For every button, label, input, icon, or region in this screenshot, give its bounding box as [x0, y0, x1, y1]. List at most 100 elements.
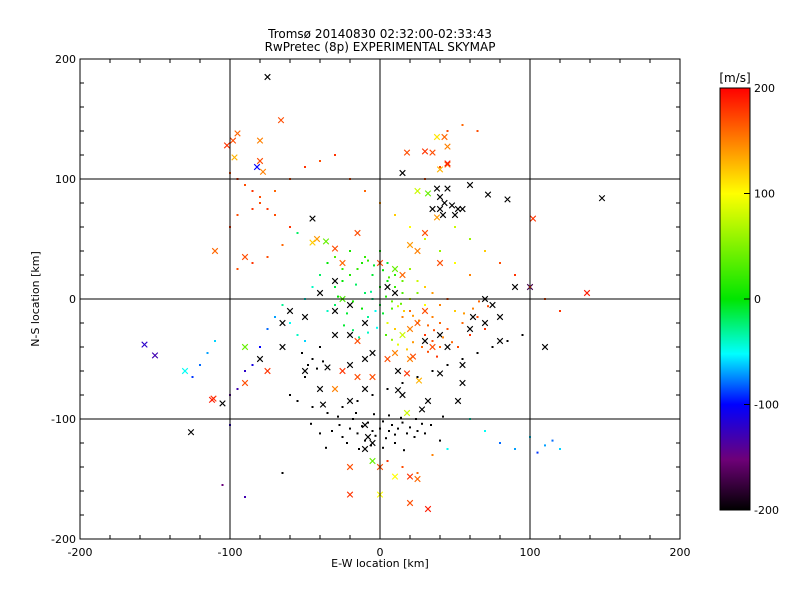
data-point-x	[369, 373, 376, 381]
data-point-dot	[361, 307, 363, 310]
data-point-x	[346, 361, 354, 369]
plot-area	[141, 73, 606, 513]
data-point-dot	[454, 310, 456, 312]
data-point-dot	[274, 214, 276, 216]
data-point-dot	[319, 274, 321, 276]
data-point-dot	[244, 184, 246, 186]
data-point-dot	[446, 448, 449, 450]
data-point-dot	[421, 422, 423, 425]
data-point-x	[256, 355, 264, 363]
data-point-dot	[296, 232, 299, 234]
data-point-x	[361, 355, 369, 363]
data-point-dot	[364, 256, 366, 258]
data-point-dot	[361, 262, 363, 264]
data-point-x	[141, 341, 148, 348]
data-point-x	[309, 215, 316, 222]
data-point-dot	[461, 124, 464, 126]
data-point-dot	[355, 283, 357, 286]
data-point-dot	[356, 268, 359, 270]
data-point-dot	[391, 338, 393, 341]
data-point-dot	[394, 328, 396, 330]
data-point-x	[409, 353, 417, 360]
colorbar: 200 100 0 -100 -200	[719, 82, 779, 517]
data-point-x	[346, 491, 354, 498]
data-point-dot	[427, 324, 429, 327]
data-point-x	[219, 400, 226, 407]
data-point-x	[322, 238, 330, 245]
data-point-dot	[251, 262, 254, 264]
data-point-x	[316, 385, 324, 393]
data-point-dot	[358, 448, 360, 450]
data-point-x	[339, 259, 346, 267]
data-point-dot	[244, 370, 246, 372]
data-point-dot	[326, 262, 329, 264]
data-point-dot	[476, 352, 479, 354]
data-point-x	[208, 396, 216, 403]
data-point-x	[313, 235, 321, 243]
data-point-dot	[439, 322, 441, 324]
data-point-dot	[281, 304, 284, 306]
data-point-dot	[364, 292, 366, 294]
data-point-dot	[412, 314, 414, 317]
x-axis-label: E-W location [km]	[331, 557, 429, 570]
data-point-dot	[371, 430, 374, 432]
data-point-dot	[310, 422, 312, 425]
data-point-x	[496, 313, 504, 321]
data-point-dot	[266, 208, 269, 210]
data-point-dot	[436, 355, 438, 358]
data-point-dot	[559, 310, 561, 312]
data-point-dot	[385, 334, 387, 336]
data-point-dot	[401, 280, 404, 282]
data-point-dot	[304, 340, 306, 342]
y-axis-label: N-S location [km]	[29, 251, 42, 347]
data-point-dot	[274, 190, 276, 192]
colorbar-tick-label: 200	[754, 82, 775, 95]
data-point-x	[444, 185, 451, 192]
data-point-dot	[401, 382, 404, 384]
data-point-x	[354, 229, 361, 237]
data-point-x	[406, 499, 414, 507]
data-point-dot	[559, 448, 561, 450]
data-point-dot	[311, 358, 314, 360]
data-point-dot	[281, 472, 284, 474]
data-point-dot	[514, 274, 516, 276]
data-point-dot	[374, 434, 377, 437]
data-point-dot	[506, 340, 509, 342]
data-point-dot	[433, 329, 435, 332]
data-point-x	[429, 205, 436, 213]
data-point-dot	[394, 286, 396, 288]
data-point-dot	[446, 130, 449, 132]
data-point-dot	[349, 427, 351, 430]
data-point-dot	[461, 322, 464, 324]
data-point-dot	[463, 312, 465, 315]
data-point-dot	[431, 340, 434, 342]
data-point-x	[391, 289, 399, 297]
data-point-dot	[499, 262, 501, 264]
data-point-dot	[281, 244, 284, 246]
data-point-dot	[401, 466, 404, 468]
data-point-x	[436, 193, 444, 201]
data-point-dot	[424, 286, 426, 288]
data-point-x	[444, 143, 451, 150]
data-point-dot	[349, 250, 351, 252]
data-point-x	[231, 154, 238, 161]
data-point-dot	[400, 302, 402, 305]
data-point-x	[484, 191, 492, 198]
data-point-dot	[343, 324, 345, 327]
data-point-x	[253, 163, 261, 171]
data-point-x	[433, 185, 441, 192]
data-point-x	[399, 331, 406, 339]
data-point-dot	[382, 420, 384, 423]
data-point-dot	[316, 367, 318, 370]
data-point-x	[151, 352, 159, 359]
data-point-dot	[338, 424, 341, 426]
data-point-dot	[469, 274, 471, 276]
data-point-dot	[364, 190, 366, 192]
data-point-x	[583, 289, 591, 297]
data-point-x	[444, 161, 451, 168]
data-point-dot	[386, 388, 389, 390]
data-point-dot	[416, 292, 419, 294]
data-point-dot	[431, 454, 434, 456]
data-point-dot	[439, 250, 441, 252]
data-point-dot	[451, 341, 453, 344]
